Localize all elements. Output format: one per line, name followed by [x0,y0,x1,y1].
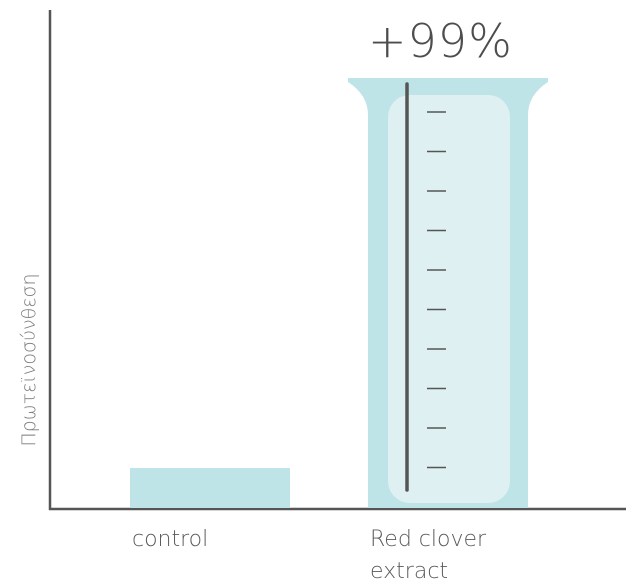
bar-control [130,468,290,508]
y-axis-label-wrap: Πρωτεϊνοσύνθεση [14,0,44,480]
y-axis-label: Πρωτεϊνοσύνθεση [18,273,40,447]
bar-red-clover-inner [388,95,510,503]
x-tick-label-red-clover: Red clover extract [370,527,487,584]
bar-annotation-label: +99% [368,14,513,68]
x-tick-label-control: control [132,527,209,552]
